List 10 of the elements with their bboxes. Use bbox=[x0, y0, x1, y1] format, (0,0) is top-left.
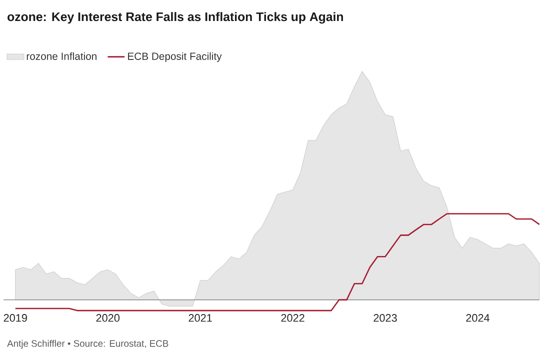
x-tick-label: 2022 bbox=[281, 314, 304, 322]
x-tick-label: 2024 bbox=[466, 314, 490, 322]
x-tick-label: 2023 bbox=[374, 314, 397, 322]
text: Antje Schiffler • Source: Eurostat, ECB bbox=[7, 340, 168, 349]
x-tick-label: 2019 bbox=[4, 314, 27, 322]
x-tick-label: 2021 bbox=[188, 314, 212, 322]
chart-title: ozone: Key Interest Rate Falls as Inflation Ticks up Again bbox=[8, 12, 343, 24]
legend-label: rozone Inflation bbox=[26, 52, 96, 60]
x-tick-label: 2020 bbox=[96, 314, 120, 322]
legend-label: ECB Deposit Facility bbox=[128, 52, 222, 62]
